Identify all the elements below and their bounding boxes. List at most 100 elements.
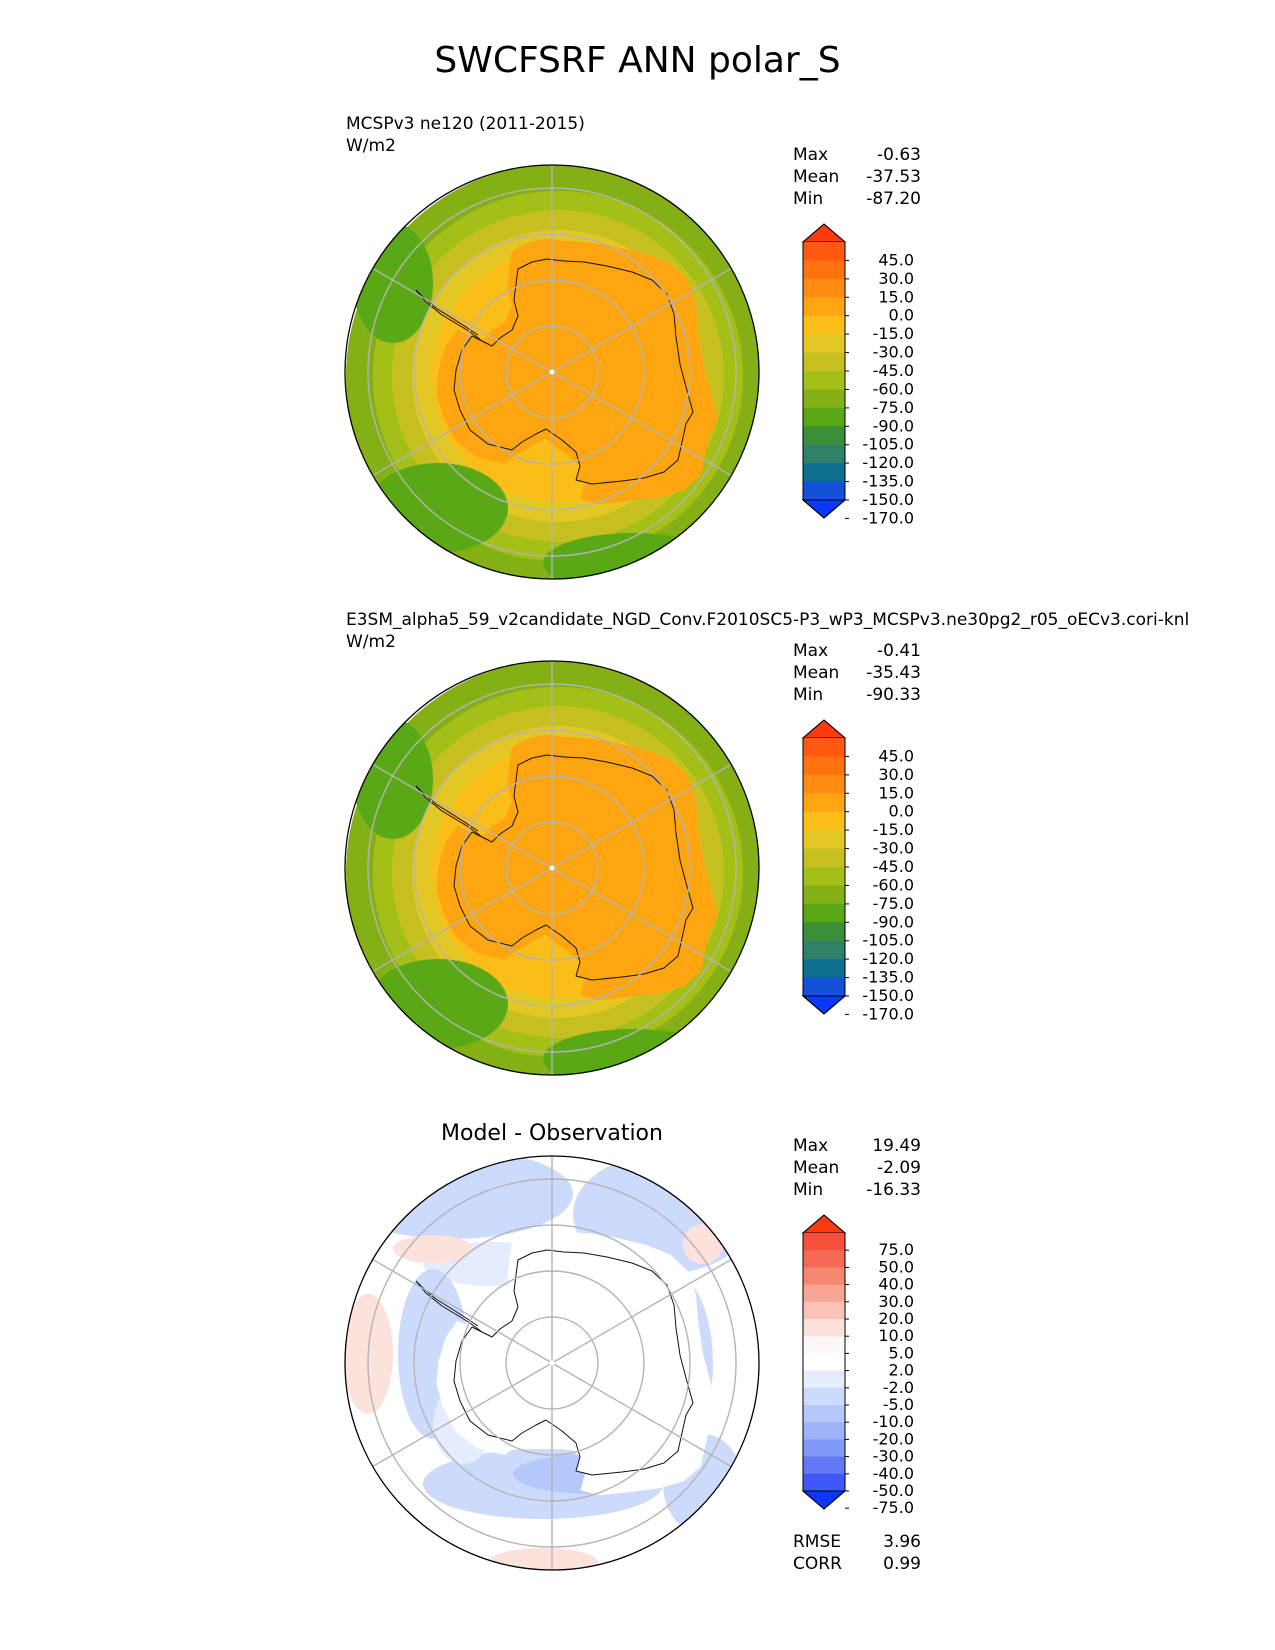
colorbar-tick-label: -60.0 — [873, 875, 914, 894]
colorbar-bin — [803, 389, 845, 409]
zone-peninsula — [416, 786, 482, 837]
panel-1-stats: Max -0.63 Mean -37.53 Min -87.20 — [793, 144, 921, 210]
colorbar-bin — [803, 1353, 845, 1372]
colorbar-tick-label: -50.0 — [873, 1481, 914, 1500]
map-boundary — [344, 660, 760, 1076]
colorbar-tick-label: -10.0 — [873, 1412, 914, 1431]
colorbar-tick-label: 30.0 — [878, 269, 914, 288]
colorbar-bin — [803, 260, 845, 280]
colorbar-bin — [803, 885, 845, 905]
longitude-gridline — [551, 1362, 743, 1474]
stat-min: Min -90.33 — [793, 685, 921, 705]
colorbar-bin — [803, 315, 845, 335]
colorbar-bin — [803, 867, 845, 886]
colorbar-tick-label: -40.0 — [873, 1464, 914, 1483]
colorbar-tick-label: 30.0 — [878, 765, 914, 784]
colorbar-bin — [803, 1422, 845, 1440]
panel-3-stats: Max 19.49 Mean -2.09 Min -16.33 — [793, 1135, 921, 1201]
panel-1-title: MCSPv3 ne120 (2011-2015) — [346, 114, 585, 134]
colorbar-tick-label: -170.0 — [862, 508, 914, 527]
colorbar-bin — [803, 407, 845, 427]
longitude-gridline — [551, 371, 743, 483]
colorbar-tick-label: -170.0 — [862, 1004, 914, 1023]
colorbar-tick-label: -120.0 — [862, 949, 914, 968]
colorbar-tick-label: -90.0 — [873, 912, 914, 931]
colorbar-tick-label: -75.0 — [873, 894, 914, 913]
panel-2-colorbar: 45.030.015.00.0-15.0-30.0-45.0-60.0-75.0… — [801, 719, 914, 1023]
colorbar-bin — [803, 977, 845, 997]
colorbar-tick-label: -45.0 — [873, 857, 914, 876]
colorbar-bin — [803, 481, 845, 501]
colorbar-bin — [803, 940, 845, 960]
panel-1-colorbar: 45.030.015.00.0-15.0-30.0-45.0-60.0-75.0… — [801, 223, 914, 527]
colorbar-tick-label: -120.0 — [862, 453, 914, 472]
colorbar-bin — [803, 1267, 845, 1286]
colorbar-bin — [803, 1301, 845, 1320]
colorbar-bin — [803, 1336, 845, 1354]
patch-ocean-low — [368, 463, 508, 553]
south-pole-marker — [549, 369, 555, 375]
panel-1-units: W/m2 — [346, 136, 396, 156]
colorbar-extend-max — [801, 719, 847, 739]
colorbar-tick-label: 15.0 — [878, 287, 914, 306]
colorbar-tick-label: -150.0 — [862, 986, 914, 1005]
panel-3-title: Model - Observation — [441, 1121, 663, 1146]
longitude-gridline — [361, 1362, 553, 1474]
panel-1-polar-map — [344, 164, 760, 580]
colorbar-tick-label: -135.0 — [862, 472, 914, 491]
colorbar-bin — [803, 903, 845, 923]
colorbar-bin — [803, 830, 845, 850]
colorbar-tick-label: 2.0 — [889, 1361, 914, 1380]
colorbar-tick-label: 20.0 — [878, 1309, 914, 1328]
colorbar-tick-label: 15.0 — [878, 783, 914, 802]
stat-mean: Mean -2.09 — [793, 1158, 921, 1178]
colorbar-bin — [803, 444, 845, 464]
panel-3-error-stats: RMSE 3.96 CORR 0.99 — [793, 1531, 921, 1575]
colorbar-tick-label: 50.0 — [878, 1257, 914, 1276]
colorbar-tick-label: -30.0 — [873, 1447, 914, 1466]
colorbar-tick-label: 10.0 — [878, 1326, 914, 1345]
peninsula-coastline — [415, 289, 483, 342]
colorbar-tick-label: -5.0 — [883, 1395, 914, 1414]
panel-3-colorbar: 75.050.040.030.020.010.05.02.0-2.0-5.0-1… — [801, 1214, 914, 1517]
colorbar-bin — [803, 738, 845, 757]
colorbar-tick-label: 40.0 — [878, 1275, 914, 1294]
colorbar-bin — [803, 922, 845, 942]
panel-2-title: E3SM_alpha5_59_v2candidate_NGD_Conv.F201… — [346, 610, 1190, 630]
longitude-gridline — [551, 867, 743, 979]
patch-ocean-low — [368, 959, 508, 1049]
colorbar-bin — [803, 793, 845, 813]
antarctica-coastline — [453, 1249, 694, 1476]
colorbar-bin — [803, 1439, 845, 1458]
longitude-gridline — [551, 757, 743, 869]
map-boundary — [344, 164, 760, 580]
colorbar-bin — [803, 297, 845, 317]
south-pole-marker — [549, 865, 555, 871]
map-boundary — [344, 1155, 760, 1571]
colorbar-tick-label: 75.0 — [878, 1240, 914, 1259]
colorbar-extend-min — [801, 499, 847, 519]
colorbar-tick-label: -2.0 — [883, 1378, 914, 1397]
stat-min: Min -16.33 — [793, 1180, 921, 1200]
colorbar-tick-label: 5.0 — [889, 1343, 914, 1362]
colorbar-bin — [803, 371, 845, 390]
colorbar-tick-label: -75.0 — [873, 1498, 914, 1517]
colorbar-bin — [803, 1250, 845, 1268]
antarctica-coastline — [453, 258, 694, 485]
colorbar-tick-label: -45.0 — [873, 361, 914, 380]
stat-max: Max -0.41 — [793, 641, 921, 661]
colorbar-bin — [803, 848, 845, 868]
colorbar-bin — [803, 242, 845, 261]
diff-positive-region — [488, 1548, 598, 1570]
colorbar-tick-label: -30.0 — [873, 839, 914, 858]
colorbar-tick-label: -75.0 — [873, 398, 914, 417]
colorbar-bin — [803, 1319, 845, 1337]
colorbar-extend-max — [801, 223, 847, 243]
colorbar-bin — [803, 334, 845, 354]
panel-2-units: W/m2 — [346, 632, 396, 652]
colorbar-bin — [803, 426, 845, 446]
longitude-gridline — [361, 867, 553, 979]
stat-corr: CORR 0.99 — [793, 1554, 921, 1574]
antarctica-coastline — [453, 754, 694, 981]
